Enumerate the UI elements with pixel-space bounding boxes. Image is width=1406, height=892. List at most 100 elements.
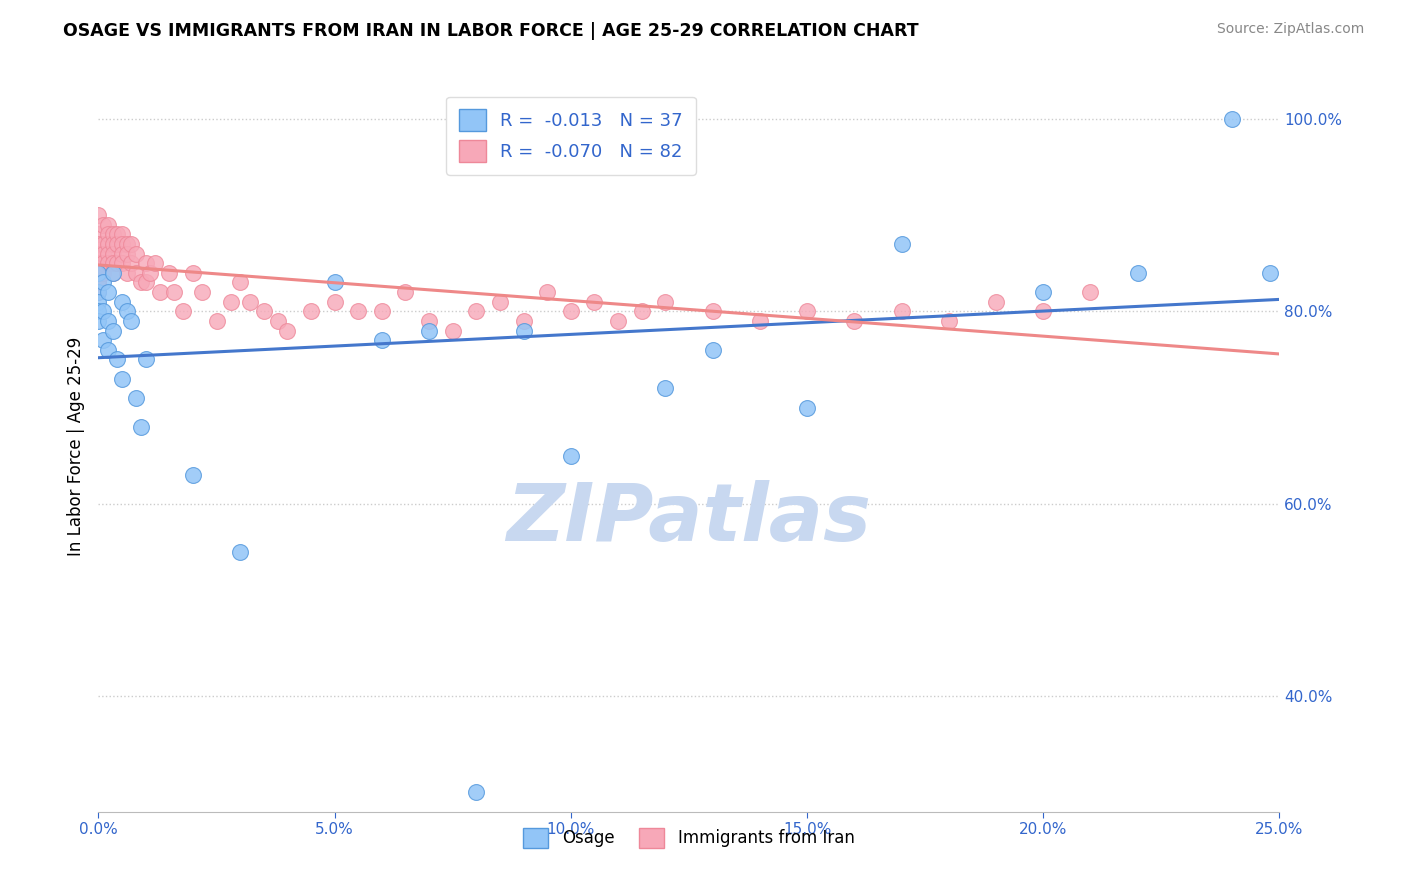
Y-axis label: In Labor Force | Age 25-29: In Labor Force | Age 25-29 xyxy=(66,336,84,556)
Legend: Osage, Immigrants from Iran: Osage, Immigrants from Iran xyxy=(516,821,862,855)
Point xyxy=(91,236,114,251)
Point xyxy=(87,304,110,318)
Point xyxy=(97,256,120,270)
Point xyxy=(135,276,157,290)
Point xyxy=(1032,285,1054,299)
Point xyxy=(97,218,120,232)
Point xyxy=(347,304,370,318)
Point xyxy=(97,246,120,260)
Point xyxy=(465,304,488,318)
Point xyxy=(512,314,534,328)
Point xyxy=(536,285,558,299)
Point xyxy=(239,294,262,309)
Point xyxy=(101,266,124,280)
Point xyxy=(1126,266,1149,280)
Point xyxy=(181,266,204,280)
Point xyxy=(87,256,110,270)
Point xyxy=(163,285,186,299)
Point xyxy=(91,276,114,290)
Point xyxy=(371,304,394,318)
Point xyxy=(371,333,394,347)
Point xyxy=(796,401,818,415)
Point xyxy=(87,236,110,251)
Point xyxy=(105,227,128,242)
Point xyxy=(91,256,114,270)
Point xyxy=(101,324,124,338)
Point xyxy=(844,314,866,328)
Point xyxy=(796,304,818,318)
Point xyxy=(87,266,110,280)
Point xyxy=(219,294,242,309)
Point xyxy=(607,314,630,328)
Point xyxy=(115,304,138,318)
Point xyxy=(97,314,120,328)
Point xyxy=(253,304,276,318)
Point xyxy=(465,785,488,799)
Point xyxy=(181,467,204,482)
Point xyxy=(125,266,148,280)
Point xyxy=(394,285,416,299)
Point xyxy=(101,256,124,270)
Point xyxy=(512,324,534,338)
Point xyxy=(87,227,110,242)
Point xyxy=(984,294,1007,309)
Point xyxy=(111,227,134,242)
Point xyxy=(129,419,152,434)
Point xyxy=(91,266,114,280)
Point xyxy=(87,285,110,299)
Point xyxy=(101,246,124,260)
Point xyxy=(560,304,582,318)
Point xyxy=(267,314,290,328)
Point xyxy=(143,256,166,270)
Point xyxy=(105,256,128,270)
Point xyxy=(441,324,464,338)
Point xyxy=(139,266,162,280)
Point xyxy=(418,324,440,338)
Point xyxy=(91,333,114,347)
Point xyxy=(97,285,120,299)
Point xyxy=(121,314,143,328)
Point xyxy=(560,449,582,463)
Point xyxy=(121,236,143,251)
Point xyxy=(890,304,912,318)
Point xyxy=(654,294,676,309)
Point xyxy=(97,236,120,251)
Point xyxy=(87,294,110,309)
Point xyxy=(91,304,114,318)
Point xyxy=(115,246,138,260)
Point xyxy=(97,227,120,242)
Point xyxy=(125,391,148,405)
Point xyxy=(229,276,252,290)
Point xyxy=(938,314,960,328)
Point xyxy=(87,266,110,280)
Point xyxy=(97,343,120,357)
Point xyxy=(149,285,172,299)
Text: OSAGE VS IMMIGRANTS FROM IRAN IN LABOR FORCE | AGE 25-29 CORRELATION CHART: OSAGE VS IMMIGRANTS FROM IRAN IN LABOR F… xyxy=(63,22,920,40)
Point xyxy=(229,545,252,559)
Point xyxy=(87,276,110,290)
Point xyxy=(1258,266,1281,280)
Point xyxy=(299,304,322,318)
Point xyxy=(583,294,606,309)
Point xyxy=(276,324,298,338)
Point xyxy=(205,314,228,328)
Point xyxy=(87,276,110,290)
Point xyxy=(135,256,157,270)
Point xyxy=(111,246,134,260)
Text: ZIPatlas: ZIPatlas xyxy=(506,480,872,558)
Point xyxy=(111,294,134,309)
Point xyxy=(101,236,124,251)
Point xyxy=(1220,112,1243,126)
Point xyxy=(105,236,128,251)
Point xyxy=(111,371,134,385)
Point xyxy=(172,304,194,318)
Point xyxy=(748,314,770,328)
Point xyxy=(702,343,724,357)
Point xyxy=(87,314,110,328)
Point xyxy=(630,304,652,318)
Point xyxy=(1080,285,1102,299)
Point xyxy=(489,294,512,309)
Point xyxy=(890,236,912,251)
Point xyxy=(115,236,138,251)
Point xyxy=(1032,304,1054,318)
